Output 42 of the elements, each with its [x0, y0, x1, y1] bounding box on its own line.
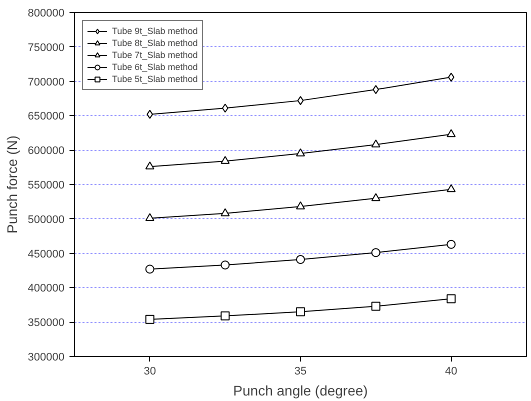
x-tick-label: 35: [294, 366, 307, 378]
legend-label: Tube 7t_Slab method: [112, 49, 198, 61]
point: [446, 240, 456, 249]
point: [446, 129, 456, 138]
y-tick-label: 750000: [28, 42, 65, 54]
y-tick-label: 700000: [28, 76, 65, 88]
x-tick-label: 30: [144, 366, 156, 378]
y-tick-label: 550000: [28, 180, 65, 192]
y-axis-title: Punch force (N): [4, 135, 20, 234]
point: [220, 156, 230, 164]
legend-label: Tube 6t_Slab method: [112, 61, 198, 73]
point: [145, 213, 154, 222]
point: [296, 148, 305, 156]
y-tick-label: 600000: [28, 145, 65, 158]
point: [371, 139, 380, 148]
legend-label: Tube 5t_Slab method: [112, 73, 198, 85]
point: [446, 294, 456, 304]
y-tick-label: 450000: [28, 248, 65, 260]
point: [371, 248, 380, 258]
point: [220, 208, 230, 216]
x-axis-title: Punch angle (degree): [233, 382, 368, 398]
y-tick-label: 400000: [28, 282, 65, 295]
point: [145, 314, 154, 324]
y-tick-label: 500000: [28, 214, 65, 226]
point: [220, 311, 230, 320]
legend-label: Tube 9t_Slab method: [112, 25, 198, 37]
y-tick-label: 800000: [28, 8, 65, 20]
point: [145, 161, 154, 170]
legend-label: Tube 8t_Slab method: [112, 37, 198, 49]
point: [145, 264, 154, 274]
point: [297, 96, 304, 106]
point: [371, 302, 380, 311]
x-tick-label: 40: [445, 366, 458, 378]
point: [296, 201, 305, 210]
point: [446, 184, 456, 192]
point: [296, 255, 305, 264]
y-tick-label: 350000: [28, 317, 65, 330]
point: [371, 193, 380, 202]
y-tick-label: 300000: [28, 352, 65, 364]
point: [220, 260, 230, 270]
point: [296, 307, 305, 316]
y-tick-label: 650000: [28, 110, 65, 123]
